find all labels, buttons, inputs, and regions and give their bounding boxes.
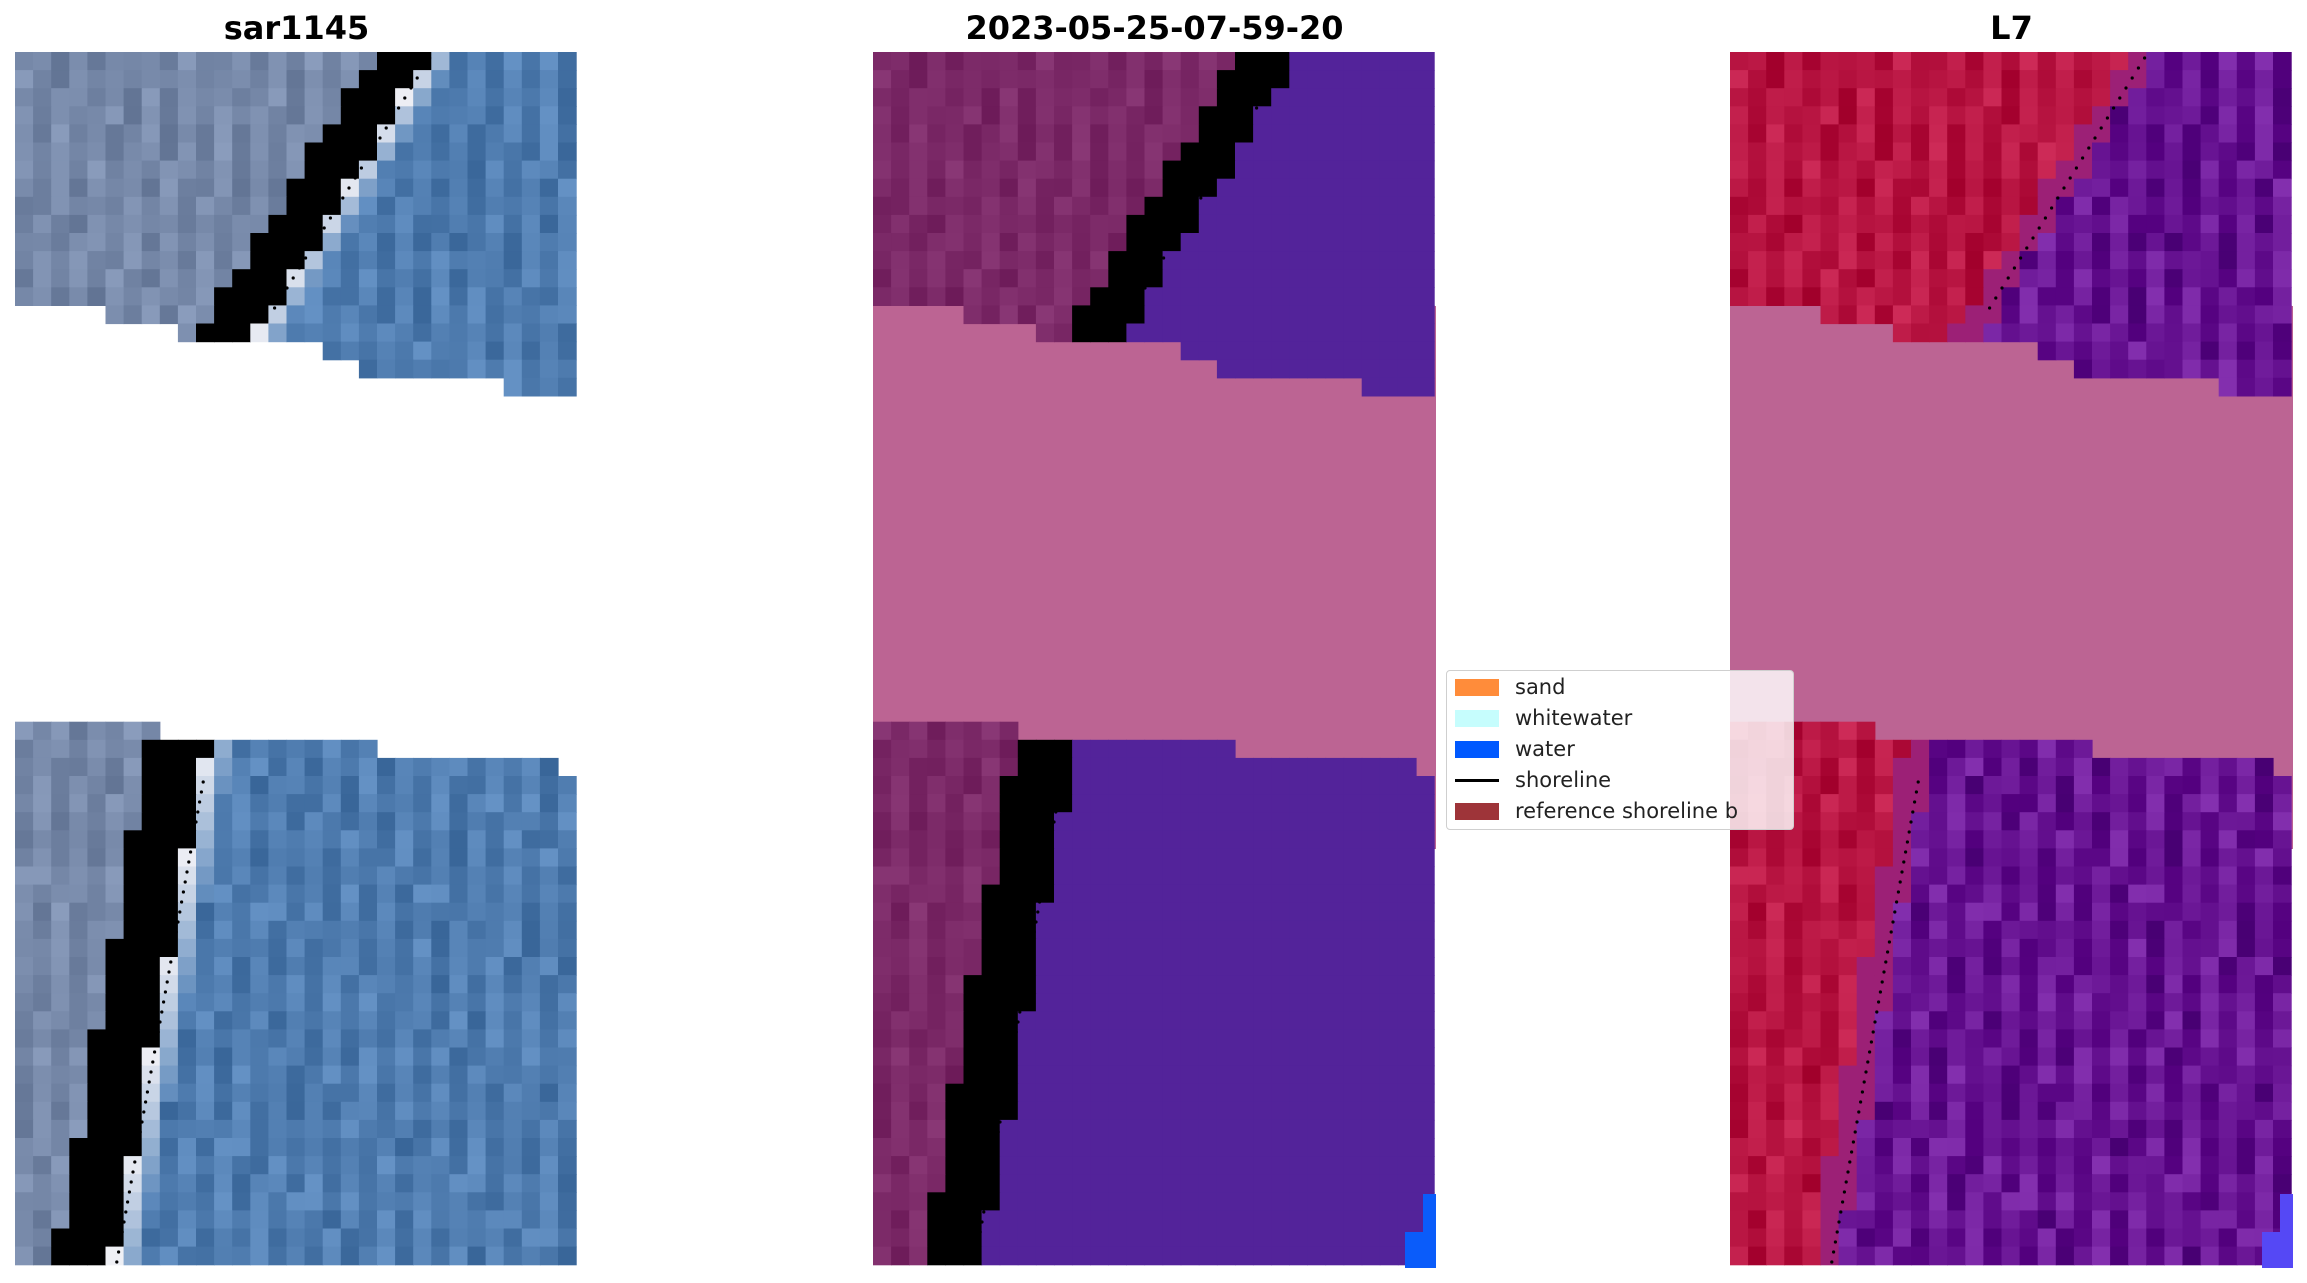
shoreline-swatch	[1455, 778, 1499, 782]
panel-title-l7: L7	[1990, 9, 2033, 47]
pixel-grid	[15, 52, 577, 1266]
legend-label-whitewater: whitewater	[1515, 706, 1633, 730]
legend-label-water: water	[1515, 737, 1575, 761]
legend-item-sand: sand	[1455, 673, 1565, 701]
legend-label-reference-shoreline: reference shoreline b	[1515, 799, 1739, 823]
legend-item-reference-shoreline: reference shoreline b	[1455, 797, 1738, 825]
index-image	[1730, 52, 2293, 1268]
pixel-grid	[1730, 52, 2292, 1266]
classification-image-panel	[873, 52, 1436, 1268]
reference-shoreline-swatch	[1455, 802, 1499, 820]
legend-label-shoreline: shoreline	[1515, 768, 1612, 792]
legend: sand whitewater water shoreline referenc…	[1446, 670, 1794, 830]
shoreline-dots	[1830, 56, 2147, 1264]
rgb-image	[15, 52, 577, 1266]
legend-label-sand: sand	[1515, 675, 1566, 699]
legend-item-whitewater: whitewater	[1455, 704, 1632, 732]
rgb-image-panel	[15, 52, 578, 1268]
index-image-panel	[1730, 52, 2293, 1268]
panel-title-sar1145: sar1145	[223, 9, 370, 47]
shoreline-dots	[115, 56, 432, 1264]
sand-swatch	[1455, 678, 1499, 696]
panel-title-date: 2023-05-25-07-59-20	[965, 9, 1344, 47]
bright-water-cells	[1405, 1194, 1436, 1268]
pixel-grid	[873, 52, 1435, 1266]
legend-item-water: water	[1455, 735, 1575, 763]
water-swatch	[1455, 740, 1499, 758]
legend-item-shoreline: shoreline	[1455, 766, 1611, 794]
bright-water-cells	[2262, 1194, 2293, 1268]
shoreline-dots	[973, 56, 1290, 1264]
classification-image	[873, 52, 1436, 1268]
whitewater-swatch	[1455, 709, 1499, 727]
